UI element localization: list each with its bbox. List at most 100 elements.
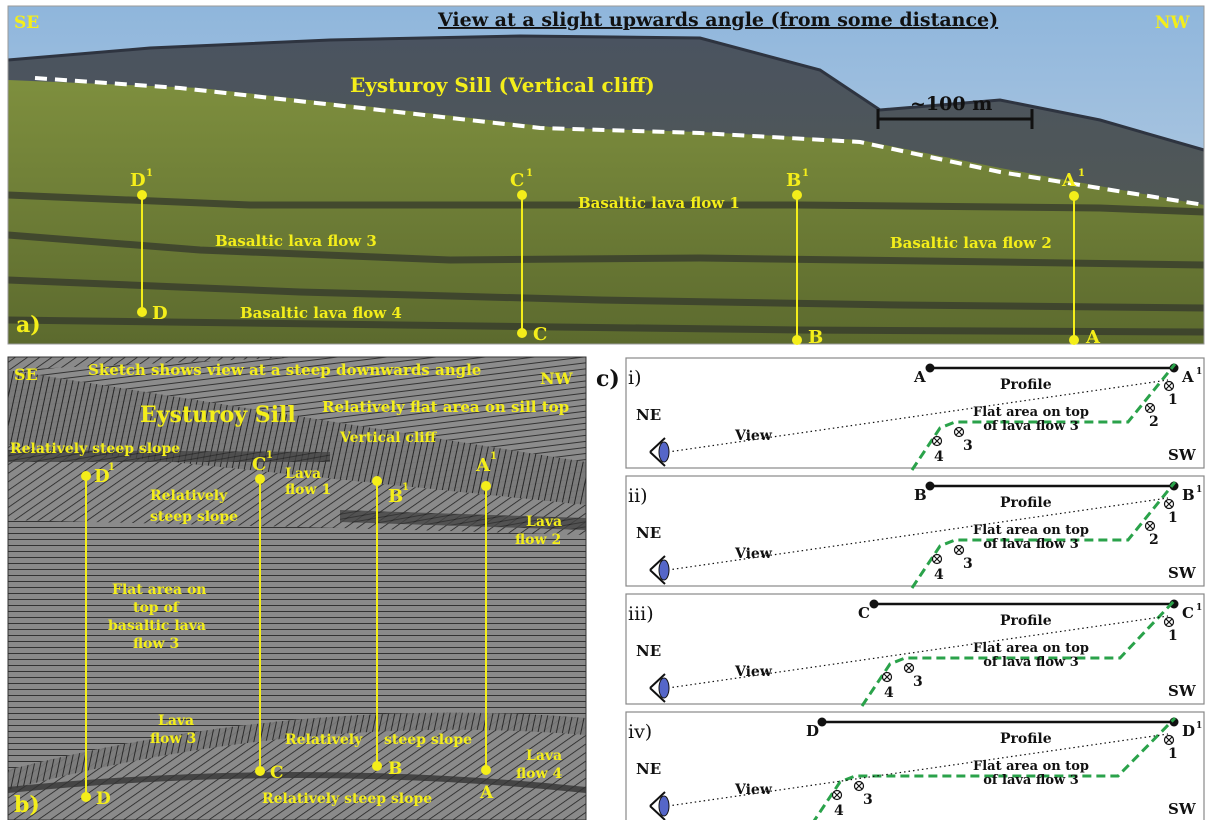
profile-end-letter: D <box>1182 722 1195 740</box>
ne-label: NE <box>636 524 661 542</box>
profile-c-b: C 1 C <box>252 450 284 783</box>
terrain-profile <box>812 716 1177 820</box>
c1-sup: 1 <box>526 168 533 179</box>
b-c-label: C <box>270 763 284 783</box>
profile-start-point <box>869 599 879 609</box>
observation-point-3-number: 3 <box>913 674 923 690</box>
profile-end-letter: C <box>1182 604 1194 622</box>
observation-point-1-number: 1 <box>1168 510 1178 526</box>
flat-area-label-b: of lava flow 3 <box>983 655 1079 670</box>
lava-flow1-a: Lava <box>285 466 321 482</box>
observation-point-2-number: 2 <box>1149 532 1159 548</box>
sill-contact-line <box>34 76 1205 207</box>
observation-point-4-number: 4 <box>934 449 944 465</box>
profile-end-sup: 1 <box>1196 367 1202 377</box>
flow3-label: Basaltic lava flow 3 <box>215 232 377 250</box>
scale-label: ~100 m <box>910 93 992 115</box>
panel-a-frame <box>7 5 1205 345</box>
view-line <box>667 379 1169 453</box>
vertical-cliff-label: Vertical cliff <box>339 430 438 446</box>
view-label: View <box>734 664 773 680</box>
b-c1-label: C <box>252 454 266 475</box>
terrain-profile <box>910 363 1177 471</box>
b1-label: B <box>786 170 801 191</box>
observation-point-3: 3 <box>953 426 973 454</box>
observation-point-2-number: 2 <box>1149 414 1159 430</box>
terrain-profile <box>860 598 1177 707</box>
flat-area-d: flow 3 <box>133 636 179 652</box>
profile-b-b: B 1 B <box>372 476 409 779</box>
steep-mid-a: Relatively <box>150 488 228 504</box>
c1-label: C <box>510 170 524 191</box>
steep-mid-b: steep slope <box>150 509 238 525</box>
observation-point-4: 4 <box>881 671 894 701</box>
profile-start-letter: A <box>913 368 926 386</box>
profile-start-letter: D <box>806 722 819 740</box>
observation-point-1: 1 <box>1163 380 1178 408</box>
flat-area-label-a: Flat area on top <box>973 759 1089 774</box>
d1-label: D <box>130 170 146 191</box>
profile-end-letter: B <box>1182 486 1195 504</box>
lava-flow2-b: flow 2 <box>515 532 561 548</box>
observation-point-4: 4 <box>931 553 944 583</box>
view-label: View <box>734 428 773 444</box>
b-c1-sup: 1 <box>266 450 273 461</box>
ne-label: NE <box>636 760 661 778</box>
b-a-label: A <box>479 783 494 803</box>
subpanel-frame <box>625 593 1205 705</box>
observation-point-1-number: 1 <box>1168 746 1178 762</box>
eye-icon <box>649 673 670 703</box>
a1-sup: 1 <box>1078 168 1085 179</box>
a-label: A <box>1085 327 1101 348</box>
flat-area-b: top of <box>133 600 180 616</box>
subpanel-roman: i) <box>628 367 642 389</box>
sw-label: SW <box>1168 682 1197 700</box>
b-a1-sup: 1 <box>490 451 497 462</box>
b-d-label: D <box>96 789 111 809</box>
profile-label: Profile <box>1000 495 1052 511</box>
flat-area-label-a: Flat area on top <box>973 523 1089 538</box>
subpanel-roman: iv) <box>628 721 652 743</box>
profile-label: Profile <box>1000 613 1052 629</box>
panel-a-nw: NW <box>1155 13 1191 33</box>
flow2-label: Basaltic lava flow 2 <box>890 234 1052 252</box>
panel-b-sill: Eysturoy Sill <box>140 402 296 428</box>
observation-point-4-number: 4 <box>884 685 894 701</box>
observation-point-1-number: 1 <box>1168 392 1178 408</box>
panel-b: SE NW Sketch shows view at a steep downw… <box>7 356 587 820</box>
profile-start-point <box>817 717 827 727</box>
flat-area-a: Flat area on <box>112 582 207 598</box>
profile-start-point <box>925 363 935 373</box>
steep-low-a: Relatively <box>285 732 363 748</box>
profile-end-letter: A <box>1181 368 1194 386</box>
eye-icon <box>649 791 670 820</box>
cliff-skyline <box>7 34 1205 152</box>
lava-flow2-a: Lava <box>526 514 562 530</box>
profile-start-letter: B <box>914 486 927 504</box>
panel-a-title: View at a slight upwards angle (from som… <box>437 9 998 31</box>
lava-slopes <box>8 80 1204 344</box>
observation-point-3-number: 3 <box>863 792 873 808</box>
b1-sup: 1 <box>802 168 809 179</box>
panel-b-id: b) <box>14 792 40 818</box>
flow4-label: Basaltic lava flow 4 <box>240 304 402 322</box>
subpanel-frame <box>625 475 1205 587</box>
panel-a: SE NW View at a slight upwards angle (fr… <box>7 5 1205 348</box>
steep-slope-top: Relatively steep slope <box>10 441 180 457</box>
steep-bottom: Relatively steep slope <box>262 791 432 807</box>
lava-bands <box>7 191 1205 336</box>
b-label: B <box>808 327 823 348</box>
flat-area-label-b: of lava flow 3 <box>983 773 1079 788</box>
flat-sill-top: Relatively flat area on sill top <box>322 398 569 416</box>
observation-point-3: 3 <box>853 780 873 808</box>
d1-sup: 1 <box>146 168 153 179</box>
observation-point-4-number: 4 <box>934 567 944 583</box>
b-a1-label: A <box>475 455 491 476</box>
profile-start-point <box>925 481 935 491</box>
flat-area-label-b: of lava flow 3 <box>983 419 1079 434</box>
lava-flow1-b: flow 1 <box>285 482 331 498</box>
observation-point-4: 4 <box>931 435 944 465</box>
